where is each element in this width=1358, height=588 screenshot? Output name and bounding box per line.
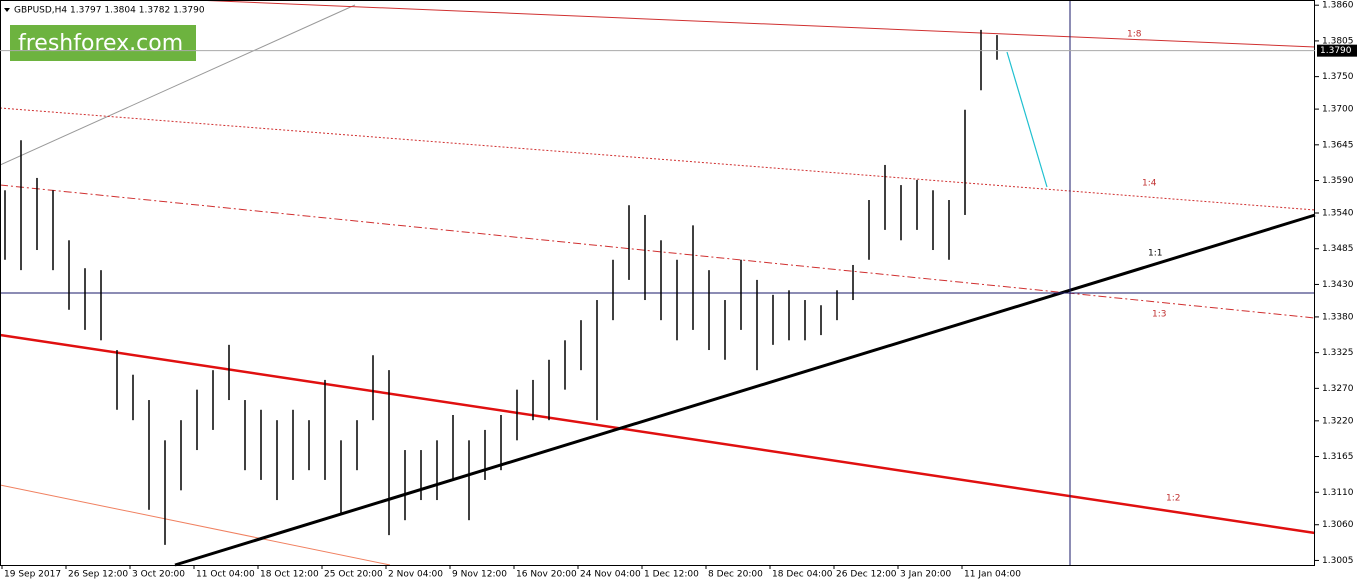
y-tick-label: 1.3700 <box>1322 105 1354 115</box>
y-tick-label: 1.3590 <box>1322 176 1354 186</box>
gann-line <box>0 333 1316 535</box>
menu-arrow <box>4 8 10 12</box>
x-tick-label: 24 Nov 04:00 <box>580 570 641 580</box>
chart-title: GBPUSD,H4 1.3797 1.3804 1.3782 1.3790 <box>14 6 205 16</box>
fan-label: 1:1 <box>1148 249 1162 259</box>
y-tick-label: 1.3430 <box>1322 280 1354 290</box>
logo: freshforex.com <box>18 31 183 56</box>
y-tick-label: 1.3165 <box>1322 452 1354 462</box>
x-tick-label: 18 Oct 12:00 <box>260 570 319 580</box>
y-tick-label: 1.3645 <box>1322 140 1354 150</box>
x-tick-label: 3 Oct 20:00 <box>132 570 185 580</box>
trend-line <box>0 4 356 166</box>
x-tick-label: 2 Nov 04:00 <box>388 570 443 580</box>
x-tick-label: 1 Dec 12:00 <box>644 570 699 580</box>
y-tick-label: 1.3750 <box>1322 72 1354 82</box>
x-tick-label: 3 Jan 20:00 <box>900 570 952 580</box>
y-tick-label: 1.3805 <box>1322 36 1354 46</box>
x-tick-label: 19 Sep 2017 <box>4 570 61 580</box>
plot-frame <box>0 0 1315 566</box>
y-tick-label: 1.3540 <box>1322 209 1354 219</box>
x-tick-label: 11 Jan 04:00 <box>964 570 1021 580</box>
y-tick-label: 1.3270 <box>1322 384 1354 394</box>
drawings <box>0 0 1316 567</box>
x-tick-label: 9 Nov 12:00 <box>452 570 507 580</box>
y-tick-label: 1.3860 <box>1322 1 1354 11</box>
x-tick-label: 26 Sep 12:00 <box>68 570 128 580</box>
y-tick-label: 1.3325 <box>1322 348 1354 358</box>
gann-line <box>174 213 1316 567</box>
y-tick-label: 1.3060 <box>1322 520 1354 530</box>
trend-line <box>0 484 391 566</box>
forecast-arrow <box>1006 51 1048 188</box>
y-tick-label: 1.3485 <box>1322 244 1354 254</box>
current-price-label: 1.3790 <box>1320 46 1352 56</box>
x-tick-label: 16 Nov 20:00 <box>516 570 577 580</box>
x-tick-label: 25 Oct 20:00 <box>324 570 383 580</box>
gann-line <box>194 0 1316 48</box>
x-tick-label: 18 Dec 04:00 <box>772 570 833 580</box>
logo-box <box>10 25 196 61</box>
fan-label: 1:3 <box>1152 310 1166 320</box>
y-tick-label: 1.3220 <box>1322 416 1354 426</box>
fan-label: 1:8 <box>1127 30 1142 40</box>
fan-label: 1:2 <box>1166 494 1180 504</box>
y-tick-label: 1.3380 <box>1322 312 1354 322</box>
y-tick-label: 1.3005 <box>1322 556 1354 566</box>
gann-line <box>0 184 1316 319</box>
fan-label: 1:4 <box>1142 179 1157 189</box>
x-tick-label: 26 Dec 12:00 <box>836 570 897 580</box>
price-label-box <box>1317 44 1357 57</box>
y-tick-label: 1.3110 <box>1322 488 1354 498</box>
x-tick-label: 8 Dec 20:00 <box>708 570 763 580</box>
price-bars <box>4 29 998 545</box>
x-tick-label: 11 Oct 04:00 <box>196 570 255 580</box>
